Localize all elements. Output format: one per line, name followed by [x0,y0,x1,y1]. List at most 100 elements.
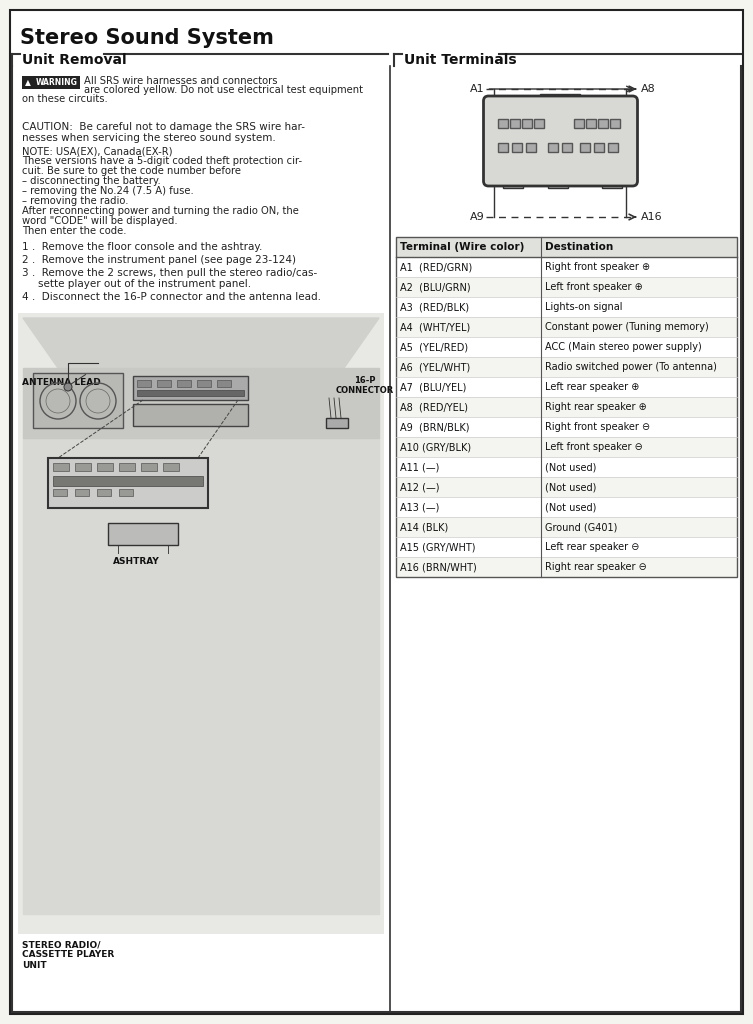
Bar [396,337,737,357]
Bar [581,143,590,152]
Bar [498,119,508,128]
Text: A4  (WHT/YEL): A4 (WHT/YEL) [400,322,471,332]
Bar [75,489,89,496]
Text: CAUTION:  Be careful not to damage the SRS wire har-: CAUTION: Be careful not to damage the SR… [22,122,305,132]
Text: A15 (GRY/WHT): A15 (GRY/WHT) [400,542,475,552]
Bar [137,390,244,396]
Bar [119,463,135,471]
Text: All SRS wire harnesses and connectors: All SRS wire harnesses and connectors [84,76,278,86]
Text: Right front speaker ⊖: Right front speaker ⊖ [545,422,650,432]
Text: – removing the radio.: – removing the radio. [22,196,129,206]
Text: A10 (GRY/BLK): A10 (GRY/BLK) [400,442,471,452]
Bar [396,377,737,397]
Bar [53,489,67,496]
Bar [396,497,737,517]
Bar [396,237,737,577]
Bar [97,489,111,496]
Bar [396,457,737,477]
Bar [133,376,248,400]
Bar [48,458,208,508]
Bar [326,418,348,428]
Bar [53,476,203,486]
Text: A9  (BRN/BLK): A9 (BRN/BLK) [400,422,470,432]
Text: ACC (Main stereo power supply): ACC (Main stereo power supply) [545,342,702,352]
Text: word "CODE" will be displayed.: word "CODE" will be displayed. [22,216,178,226]
Bar [396,397,737,417]
Bar [20,72,380,118]
Text: Lights-on signal: Lights-on signal [545,302,623,312]
Text: Left rear speaker ⊖: Left rear speaker ⊖ [545,542,639,552]
Text: 16-P
CONNECTOR: 16-P CONNECTOR [336,376,395,395]
Text: A3  (RED/BLK): A3 (RED/BLK) [400,302,469,312]
Bar [611,119,620,128]
Text: Left rear speaker ⊕: Left rear speaker ⊕ [545,382,639,392]
Bar [562,143,572,152]
Bar [523,119,532,128]
Bar [396,237,737,257]
Bar [541,94,581,104]
Bar [396,417,737,437]
Text: ▲: ▲ [25,78,31,87]
Text: A7  (BLU/YEL): A7 (BLU/YEL) [400,382,466,392]
Text: Radio switched power (To antenna): Radio switched power (To antenna) [545,362,717,372]
Text: Then enter the code.: Then enter the code. [22,226,127,236]
Text: A5  (YEL/RED): A5 (YEL/RED) [400,342,468,352]
Bar [33,373,123,428]
Bar [511,119,520,128]
Text: (Not used): (Not used) [545,502,596,512]
Bar [526,143,536,152]
Text: A14 (BLK): A14 (BLK) [400,522,448,532]
Bar [163,463,179,471]
Text: ASHTRAY: ASHTRAY [113,557,160,566]
Text: Right rear speaker ⊕: Right rear speaker ⊕ [545,402,647,412]
Text: Terminal (Wire color): Terminal (Wire color) [400,242,524,252]
Bar [608,143,618,152]
Bar [133,404,248,426]
Bar [513,143,523,152]
FancyBboxPatch shape [483,96,638,186]
Text: After reconnecting power and turning the radio ON, the: After reconnecting power and turning the… [22,206,299,216]
Bar [535,119,544,128]
Bar [587,119,596,128]
Text: Left front speaker ⊕: Left front speaker ⊕ [545,282,643,292]
Polygon shape [23,318,379,368]
Bar [396,557,737,577]
Bar [137,380,151,387]
Text: Unit Terminals: Unit Terminals [404,53,517,67]
Text: – removing the No.24 (7.5 A) fuse.: – removing the No.24 (7.5 A) fuse. [22,186,194,196]
Bar [498,143,508,152]
Text: Right rear speaker ⊖: Right rear speaker ⊖ [545,562,647,572]
Text: 1 .  Remove the floor console and the ashtray.: 1 . Remove the floor console and the ash… [22,242,262,252]
Bar [396,517,737,537]
Text: (Not used): (Not used) [545,462,596,472]
Text: A6  (YEL/WHT): A6 (YEL/WHT) [400,362,471,372]
Bar [197,380,211,387]
Bar [575,119,584,128]
Text: Destination: Destination [545,242,613,252]
Bar [396,257,737,278]
Bar [53,463,69,471]
Bar [396,437,737,457]
Bar [75,463,91,471]
Bar [141,463,157,471]
Text: A11 (—): A11 (—) [400,462,439,472]
Bar [595,143,605,152]
Text: A12 (—): A12 (—) [400,482,440,492]
Bar [396,317,737,337]
Text: A8: A8 [641,84,655,94]
Text: A2  (BLU/GRN): A2 (BLU/GRN) [400,282,471,292]
Text: Stereo Sound System: Stereo Sound System [20,28,274,48]
Bar [22,76,80,89]
Text: A9: A9 [470,212,484,222]
Text: A1: A1 [470,84,484,94]
Bar [599,119,608,128]
Text: cuit. Be sure to get the code number before: cuit. Be sure to get the code number bef… [22,166,241,176]
Text: are colored yellow. Do not use electrical test equipment: are colored yellow. Do not use electrica… [84,85,363,95]
Text: These versions have a 5-digit coded theft protection cir-: These versions have a 5-digit coded thef… [22,156,302,166]
Text: A13 (—): A13 (—) [400,502,439,512]
Bar [157,380,171,387]
Text: (Not used): (Not used) [545,482,596,492]
Text: Left front speaker ⊖: Left front speaker ⊖ [545,442,643,452]
Bar [396,278,737,297]
Bar [396,357,737,377]
